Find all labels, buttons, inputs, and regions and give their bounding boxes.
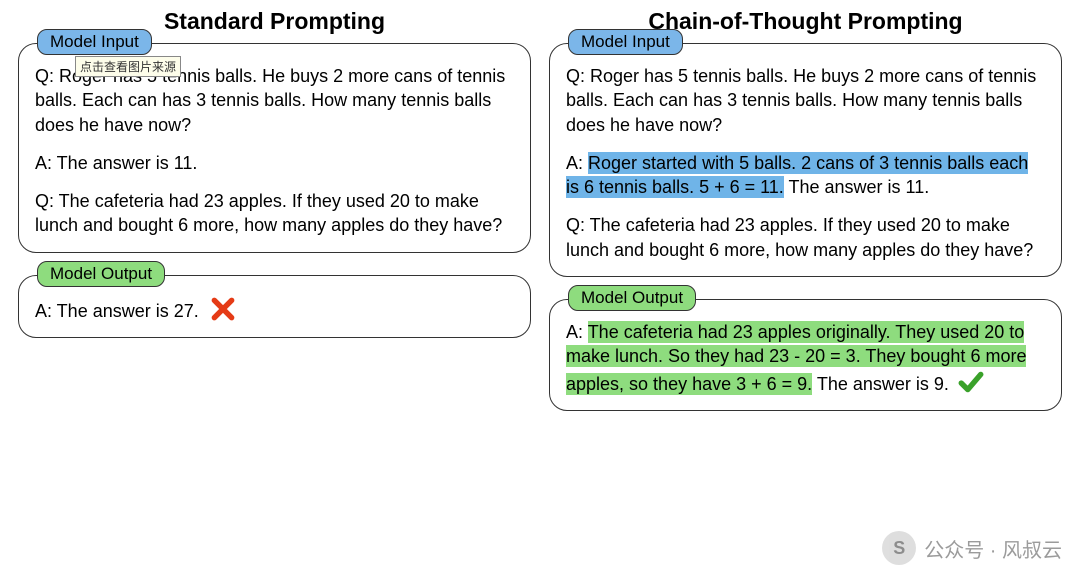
left-input-content: Q: Roger has 5 tennis balls. He buys 2 m…: [35, 64, 514, 238]
left-output-content: A: The answer is 27.: [35, 296, 514, 323]
right-input-content: Q: Roger has 5 tennis balls. He buys 2 m…: [566, 64, 1045, 262]
left-output-badge: Model Output: [37, 261, 165, 287]
left-a1: A: The answer is 11.: [35, 151, 514, 175]
watermark: S 公众号 · 风叔云: [882, 531, 1062, 565]
left-output-panel: Model Output A: The answer is 27.: [18, 275, 531, 338]
correct-icon: [958, 369, 984, 395]
wechat-icon: S: [882, 531, 916, 565]
watermark-text: 公众号 · 风叔云: [924, 534, 1062, 563]
wrong-icon: [210, 296, 236, 322]
image-source-tooltip: 点击查看图片来源: [75, 56, 181, 77]
right-output-suffix: The answer is 9.: [812, 374, 949, 394]
right-output-answer: A: The cafeteria had 23 apples originall…: [566, 320, 1045, 396]
right-input-badge: Model Input: [568, 29, 683, 55]
right-input-panel: Model Input Q: Roger has 5 tennis balls.…: [549, 43, 1062, 277]
left-output-text: A: The answer is 27.: [35, 301, 199, 321]
right-output-panel: Model Output A: The cafeteria had 23 app…: [549, 299, 1062, 411]
right-output-prefix: A:: [566, 322, 588, 342]
right-q2: Q: The cafeteria had 23 apples. If they …: [566, 213, 1045, 262]
left-output-answer: A: The answer is 27.: [35, 296, 514, 323]
left-q2: Q: The cafeteria had 23 apples. If they …: [35, 189, 514, 238]
left-input-badge: Model Input: [37, 29, 152, 55]
right-a1-suffix: The answer is 11.: [784, 177, 929, 197]
cot-prompting-column: Chain-of-Thought Prompting Model Input Q…: [549, 8, 1062, 433]
right-output-badge: Model Output: [568, 285, 696, 311]
right-a1-prefix: A:: [566, 153, 588, 173]
right-a1: A: Roger started with 5 balls. 2 cans of…: [566, 151, 1045, 200]
right-q1: Q: Roger has 5 tennis balls. He buys 2 m…: [566, 64, 1045, 137]
right-output-content: A: The cafeteria had 23 apples originall…: [566, 320, 1045, 396]
